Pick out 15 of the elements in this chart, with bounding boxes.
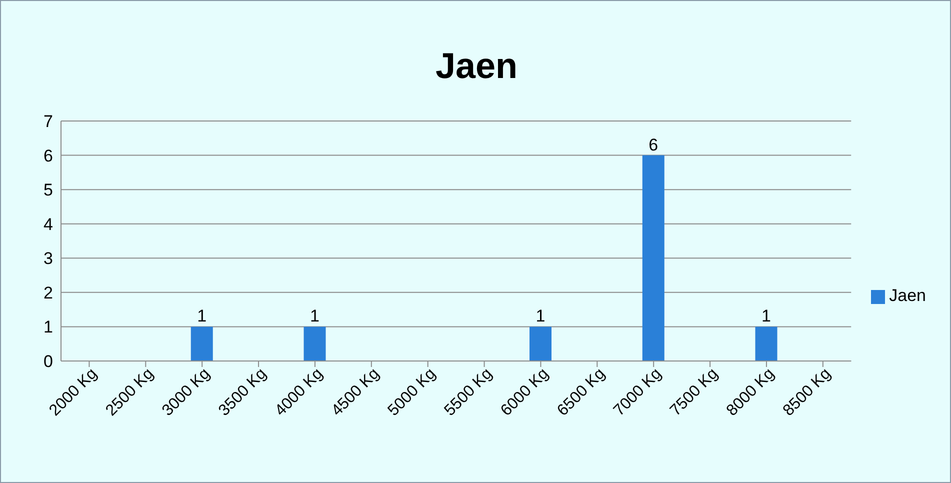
legend-label: Jaen [889, 286, 926, 305]
chart-title: Jaen [434, 45, 519, 87]
data-label: 1 [762, 306, 771, 326]
y-tick-label: 0 [44, 352, 53, 372]
y-tick-label: 1 [44, 318, 53, 337]
y-tick-label: 5 [44, 180, 53, 200]
data-label: 6 [648, 135, 658, 154]
data-label: 1 [536, 306, 546, 326]
data-label: 1 [197, 306, 207, 326]
y-tick-label: 6 [44, 146, 53, 166]
y-tick-label: 7 [44, 112, 53, 132]
y-tick-label: 2 [44, 283, 53, 302]
data-label: 1 [310, 306, 320, 326]
y-tick-label: 4 [44, 214, 53, 234]
y-tick-label: 3 [44, 249, 53, 268]
